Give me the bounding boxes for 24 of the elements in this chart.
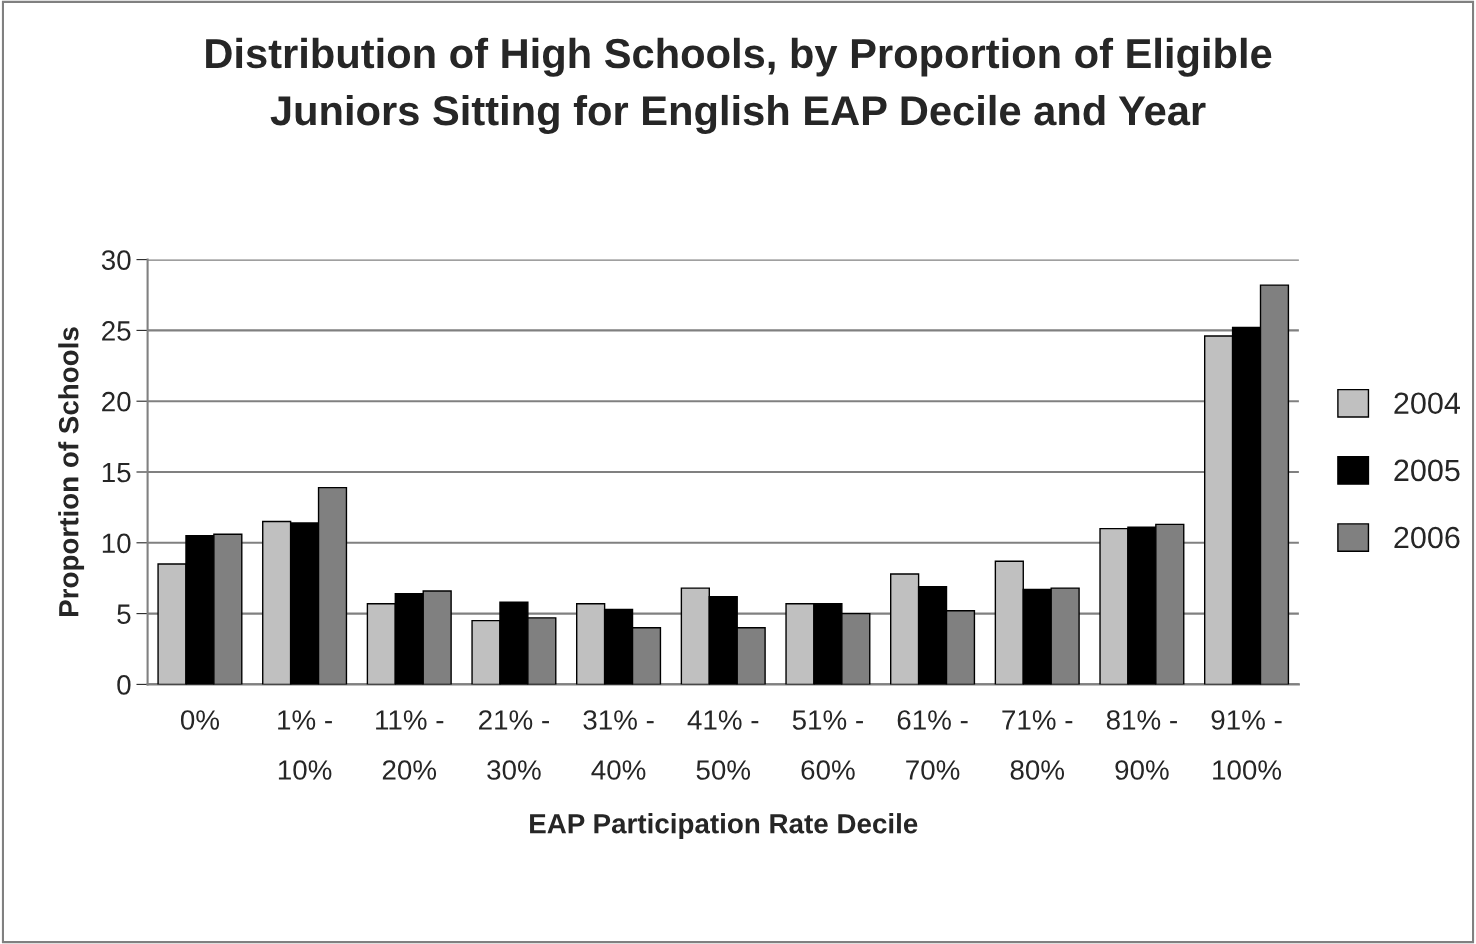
y-tick-label: 15 <box>102 462 131 483</box>
y-tick-label: 20 <box>102 391 131 412</box>
x-tick-label: 21% - 30% <box>479 710 549 780</box>
x-axis-title: EAP Participation Rate Decile <box>530 813 918 840</box>
x-tick-label: 51% - 60% <box>792 710 863 780</box>
y-tick-label: 30 <box>101 250 131 270</box>
x-tick-label: 11% - 20% <box>376 710 444 780</box>
legend-label: 2004 <box>1394 392 1460 415</box>
x-tick-label: 91% - 100% <box>1211 710 1282 780</box>
x-tick-label: 0% <box>180 710 220 730</box>
y-tick-label: 25 <box>102 321 131 341</box>
y-axis-title: Proportion of Schools <box>58 327 85 616</box>
legend-label: 2005 <box>1394 459 1460 482</box>
x-tick-label: 31% - 40% <box>583 710 654 780</box>
y-tick-label: 10 <box>102 533 131 554</box>
x-tick-label: 41% - 50% <box>687 710 759 780</box>
chart-title: Distribution of High Schools, by Proportion of Eligible Juniors Sitting for English EAP Decile and Year <box>206 37 1272 134</box>
x-tick-label: 1% - 10% <box>278 710 332 780</box>
y-tick-label: 0 <box>117 675 131 695</box>
legend-label: 2006 <box>1394 526 1460 549</box>
x-tick-label: 61% - 70% <box>897 710 968 780</box>
x-tick-label: 81% - 90% <box>1106 710 1177 780</box>
x-tick-label: 71% - 80% <box>1002 710 1073 780</box>
y-tick-label: 5 <box>117 604 131 624</box>
